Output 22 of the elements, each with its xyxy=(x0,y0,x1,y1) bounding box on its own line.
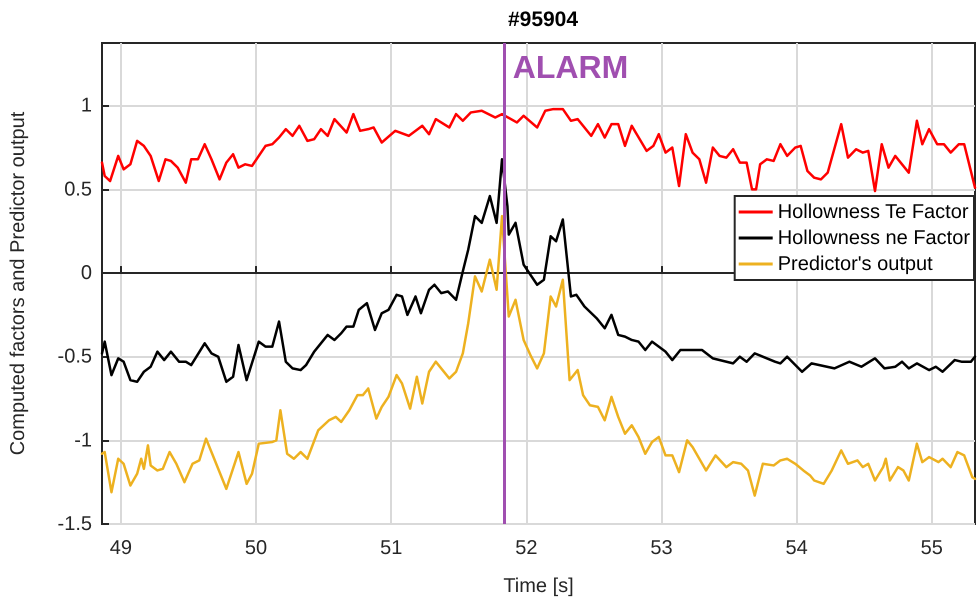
chart-title: #95904 xyxy=(508,8,578,31)
x-tick-label: 55 xyxy=(920,537,943,559)
line-series xyxy=(100,108,976,192)
x-tick-label: 52 xyxy=(515,537,538,559)
ref-line-label: ALARM xyxy=(512,49,628,85)
line-series xyxy=(100,158,976,384)
y-tick-label: 0.5 xyxy=(64,178,92,200)
x-axis-title: Time [s] xyxy=(503,575,574,597)
legend-label: Predictor's output xyxy=(778,253,934,275)
y-tick-label: 0 xyxy=(80,262,92,284)
x-tick-label: 54 xyxy=(785,537,808,559)
y-tick-label: -0.5 xyxy=(58,346,92,368)
x-tick-label: 50 xyxy=(244,537,268,559)
y-tick-label: -1 xyxy=(74,429,92,452)
x-tick-label: 49 xyxy=(110,537,132,559)
y-tick-label: -1.5 xyxy=(58,513,92,535)
x-tick-label: 51 xyxy=(380,537,402,559)
y-tick-label: 1 xyxy=(80,94,92,117)
y-axis-title: Computed factors and Predictor output xyxy=(7,111,29,456)
x-tick-label: 53 xyxy=(650,537,673,559)
legend-label: Hollowness Te Factor xyxy=(778,201,969,223)
legend-label: Hollowness ne Factor xyxy=(778,227,970,249)
